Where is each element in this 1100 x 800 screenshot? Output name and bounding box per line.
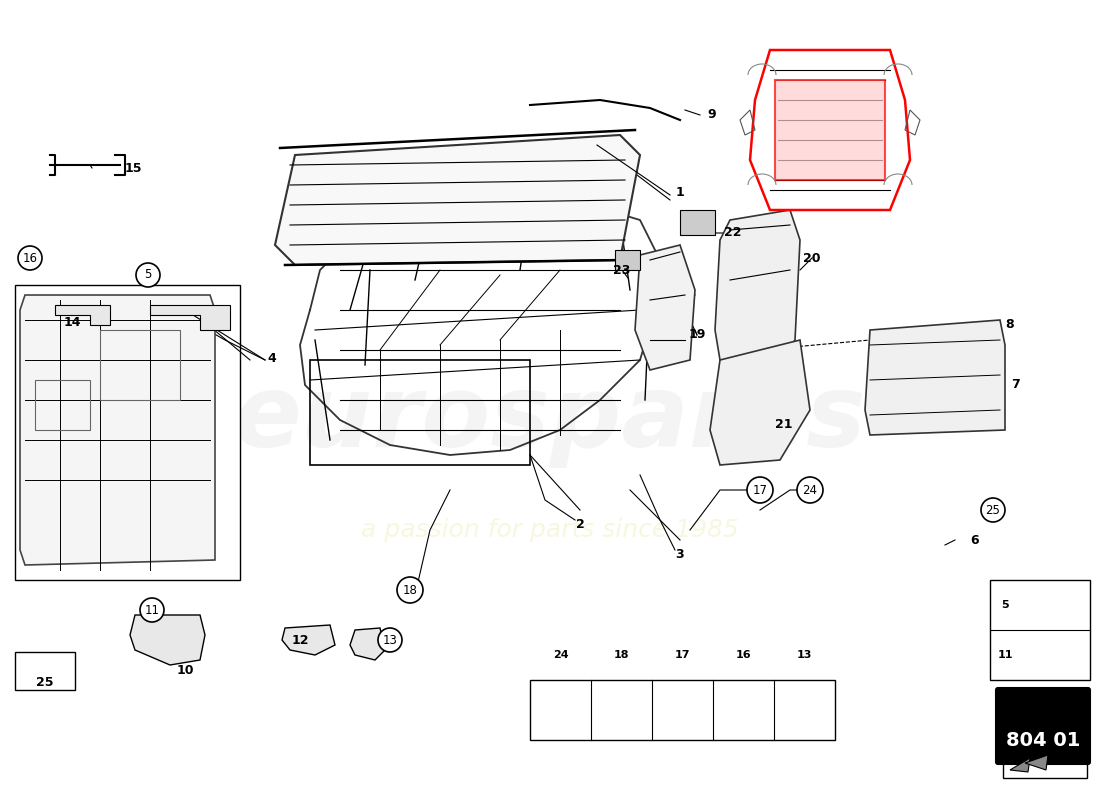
- Text: 25: 25: [986, 503, 1000, 517]
- Text: 8: 8: [1005, 318, 1014, 331]
- Circle shape: [798, 477, 823, 503]
- Text: 17: 17: [674, 650, 691, 660]
- Text: 5: 5: [144, 269, 152, 282]
- Bar: [15, 652, 75, 690]
- FancyBboxPatch shape: [996, 688, 1090, 764]
- Circle shape: [981, 498, 1005, 522]
- Text: 9: 9: [707, 109, 716, 122]
- Polygon shape: [55, 305, 110, 325]
- Text: 20: 20: [803, 251, 821, 265]
- Text: 3: 3: [675, 549, 684, 562]
- Text: 21: 21: [776, 418, 793, 431]
- Text: 7: 7: [1011, 378, 1020, 391]
- Text: 19: 19: [689, 329, 706, 342]
- Text: eurospares: eurospares: [233, 371, 867, 469]
- Circle shape: [18, 246, 42, 270]
- Text: 14: 14: [64, 317, 80, 330]
- Bar: [615, 250, 640, 270]
- Text: 22: 22: [724, 226, 741, 239]
- Bar: [35, 380, 90, 430]
- Polygon shape: [150, 305, 230, 330]
- Bar: [680, 210, 715, 235]
- Polygon shape: [282, 625, 336, 655]
- Text: 11: 11: [998, 650, 1013, 660]
- Polygon shape: [776, 80, 886, 180]
- Circle shape: [397, 577, 424, 603]
- Text: 17: 17: [752, 483, 768, 497]
- Polygon shape: [1010, 758, 1030, 772]
- Text: 25: 25: [36, 675, 54, 689]
- Bar: [15, 285, 240, 580]
- Text: 1: 1: [675, 186, 684, 199]
- Polygon shape: [275, 135, 640, 265]
- Circle shape: [140, 598, 164, 622]
- Text: 16: 16: [22, 251, 37, 265]
- Text: 804 01: 804 01: [1005, 730, 1080, 750]
- Polygon shape: [865, 320, 1005, 435]
- Text: 16: 16: [736, 650, 751, 660]
- Polygon shape: [1025, 755, 1048, 770]
- Text: a passion for parts since 1985: a passion for parts since 1985: [361, 518, 739, 542]
- Text: 13: 13: [383, 634, 397, 646]
- Text: 10: 10: [176, 663, 194, 677]
- Circle shape: [747, 477, 773, 503]
- Bar: [530, 680, 835, 740]
- Circle shape: [136, 263, 160, 287]
- Text: 12: 12: [292, 634, 309, 646]
- Text: 18: 18: [614, 650, 629, 660]
- Bar: [310, 360, 530, 465]
- Text: 4: 4: [267, 351, 276, 365]
- Text: 6: 6: [970, 534, 979, 546]
- Text: 13: 13: [796, 650, 812, 660]
- Text: 11: 11: [144, 603, 159, 617]
- Text: 24: 24: [552, 650, 569, 660]
- Bar: [1003, 728, 1087, 778]
- Polygon shape: [130, 615, 205, 665]
- Text: 18: 18: [403, 583, 417, 597]
- Polygon shape: [635, 245, 695, 370]
- Bar: [100, 330, 180, 400]
- Text: 24: 24: [803, 483, 817, 497]
- Circle shape: [378, 628, 402, 652]
- Polygon shape: [715, 210, 800, 360]
- Text: 5: 5: [1001, 600, 1009, 610]
- Text: 2: 2: [575, 518, 584, 531]
- Text: 23: 23: [614, 263, 630, 277]
- Bar: [990, 580, 1090, 680]
- Polygon shape: [350, 628, 385, 660]
- Text: 15: 15: [124, 162, 142, 174]
- Polygon shape: [20, 295, 214, 565]
- Polygon shape: [710, 340, 810, 465]
